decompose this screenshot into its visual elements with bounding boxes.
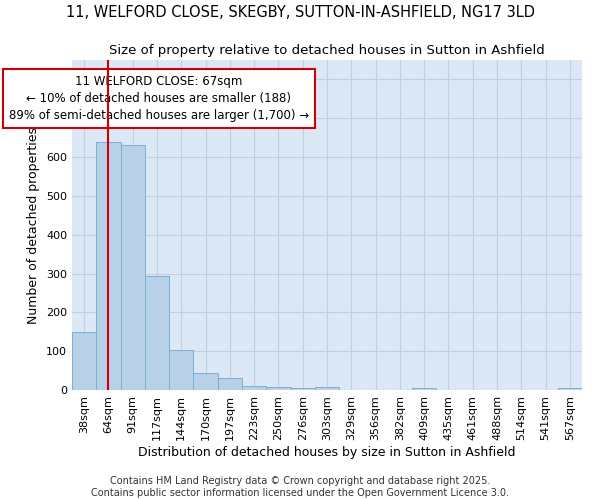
Text: 11 WELFORD CLOSE: 67sqm
← 10% of detached houses are smaller (188)
89% of semi-d: 11 WELFORD CLOSE: 67sqm ← 10% of detache…: [8, 75, 309, 122]
Bar: [218, 378, 242, 390]
Bar: [96, 142, 121, 390]
Bar: [242, 386, 266, 390]
Y-axis label: Number of detached properties: Number of detached properties: [28, 126, 40, 324]
Bar: [121, 146, 145, 390]
Bar: [558, 388, 582, 390]
Bar: [145, 276, 169, 390]
Bar: [266, 387, 290, 390]
Title: Size of property relative to detached houses in Sutton in Ashfield: Size of property relative to detached ho…: [109, 44, 545, 58]
Bar: [72, 332, 96, 390]
Bar: [169, 350, 193, 390]
X-axis label: Distribution of detached houses by size in Sutton in Ashfield: Distribution of detached houses by size …: [138, 446, 516, 458]
Text: Contains HM Land Registry data © Crown copyright and database right 2025.
Contai: Contains HM Land Registry data © Crown c…: [91, 476, 509, 498]
Bar: [290, 388, 315, 390]
Text: 11, WELFORD CLOSE, SKEGBY, SUTTON-IN-ASHFIELD, NG17 3LD: 11, WELFORD CLOSE, SKEGBY, SUTTON-IN-ASH…: [65, 5, 535, 20]
Bar: [412, 388, 436, 390]
Bar: [315, 387, 339, 390]
Bar: [193, 374, 218, 390]
